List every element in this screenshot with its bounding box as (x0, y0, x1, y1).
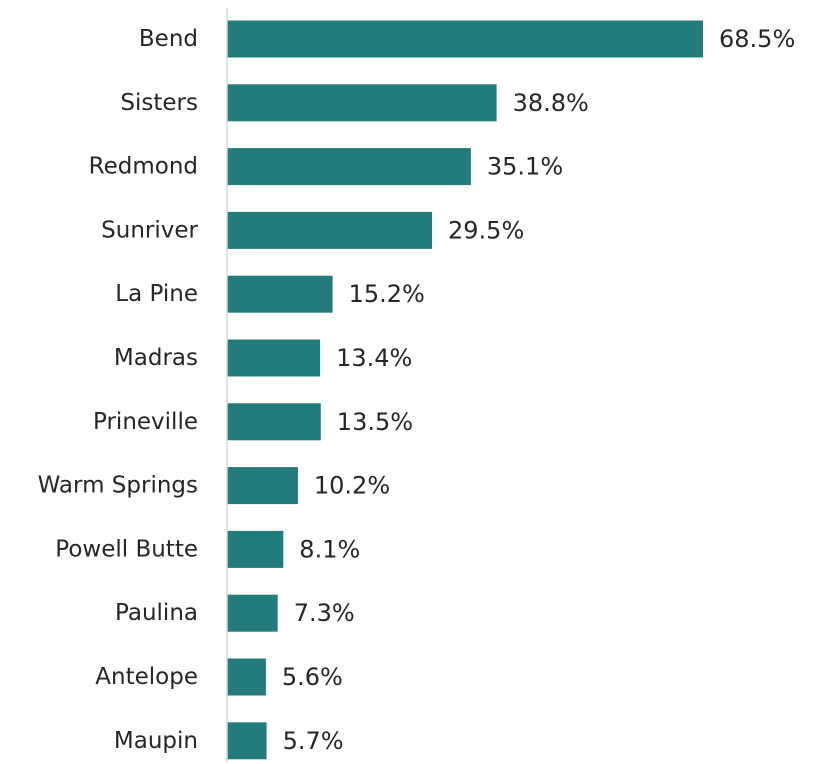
bar-warm-springs (227, 467, 298, 505)
value-label: 10.2% (314, 472, 390, 500)
value-label: 8.1% (299, 535, 360, 563)
category-label: Madras (114, 345, 198, 371)
bar-prineville (227, 403, 321, 441)
category-label: Sunriver (101, 217, 198, 243)
value-label: 5.6% (282, 663, 343, 691)
bar-sisters (227, 84, 497, 122)
value-labels: 68.5% 38.8% 35.1% 29.5% 15.2% 13.4% 13.5% 10.2%… (282, 25, 795, 755)
bar-maupin (227, 722, 267, 760)
bar-paulina (227, 594, 278, 632)
category-label: Antelope (95, 664, 198, 690)
bar-powell-butte (227, 530, 284, 568)
value-label: 15.2% (349, 280, 425, 308)
value-label: 13.4% (336, 344, 412, 372)
value-label: 7.3% (294, 599, 355, 627)
bar-madras (227, 339, 321, 377)
category-label: Powell Butte (55, 536, 198, 562)
value-label: 38.8% (513, 89, 589, 117)
value-label: 29.5% (448, 216, 524, 244)
value-label: 5.7% (283, 727, 344, 755)
category-label: Warm Springs (38, 473, 198, 499)
category-label: La Pine (115, 281, 198, 307)
category-label: Paulina (115, 600, 198, 626)
bars-layer (227, 20, 703, 760)
bar-bend (227, 20, 703, 58)
value-label: 35.1% (487, 153, 563, 181)
bar-redmond (227, 148, 471, 186)
category-label: Bend (139, 26, 198, 52)
category-label: Maupin (114, 728, 198, 754)
value-label: 68.5% (719, 25, 795, 53)
bar-la-pine (227, 275, 333, 313)
category-label: Redmond (89, 154, 198, 180)
category-labels: Bend Sisters Redmond Sunriver La Pine Madras P… (38, 26, 199, 754)
value-label: 13.5% (337, 408, 413, 436)
category-label: Sisters (120, 90, 198, 116)
bar-antelope (227, 658, 266, 696)
bar-sunriver (227, 211, 432, 249)
category-label: Prineville (93, 409, 198, 435)
